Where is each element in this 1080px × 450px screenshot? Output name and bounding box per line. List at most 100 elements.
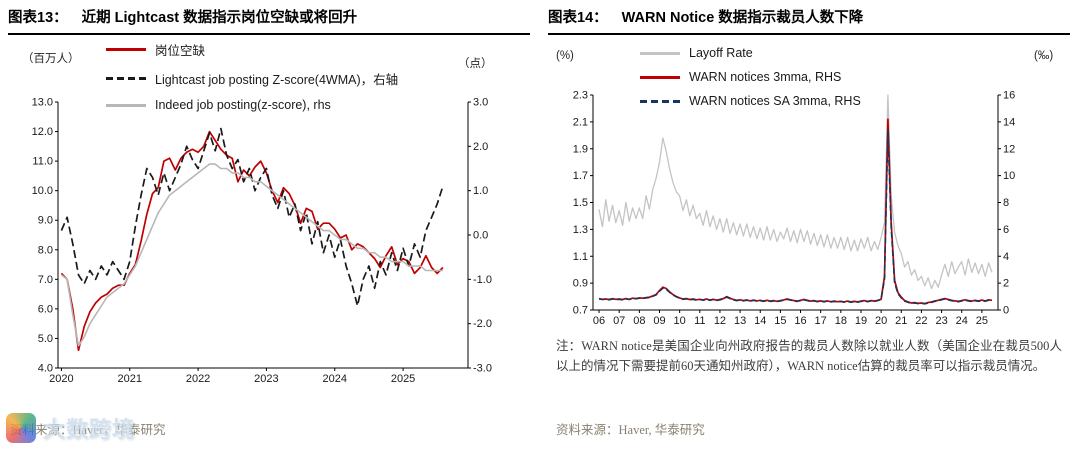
figure-14-chart: 0.70.91.11.31.51.71.92.12.30246810121416… [573,90,1016,328]
left-tick-label: 5.0 [38,333,53,345]
series-line-0 [598,94,993,290]
left-tick-label: 8.0 [38,244,53,256]
left-tick-label: 12.0 [32,126,53,138]
left-tick-label: 9.0 [38,215,53,227]
x-tick-label: 2021 [118,373,142,385]
figure-13-title: 近期 Lightcast 数据指示岗位空缺或将回升 [81,10,358,26]
figure-13-chart: 4.0 5.0 6.0 7.0 8.0 9.0 10.0 11.0 12.0 13.0 -3.0 -2… [32,97,492,386]
left-axis-unit-14: (%) [556,50,574,62]
gray-line-swatch-icon [106,103,146,107]
x-tick-label: 16 [794,315,806,327]
figure-13-header: 图表13： 近期 Lightcast 数据指示岗位空缺或将回升 [8,6,530,35]
navy-dashed-line-swatch-icon [640,99,680,103]
gray-line-swatch-icon [640,51,680,55]
right-tick-label: 3.0 [473,97,488,109]
left-tick-label: 2.3 [573,90,588,102]
series-line-2 [598,129,993,305]
figure-14-title: WARN Notice 数据指示裁员人数下降 [621,10,864,26]
x-tick-label: 21 [895,315,907,327]
series-line-2 [60,163,443,347]
left-tick-label: 0.9 [573,278,588,290]
x-tick-label: 18 [835,315,847,327]
black-dashed-line-swatch-icon [106,77,146,80]
left-tick-label: 6.0 [38,303,53,315]
left-tick-label: 10.0 [32,185,53,197]
right-tick-label: 0 [1003,305,1009,317]
legend-item-lightcast-zscore: Lightcast job posting Z-score(4WMA)，右轴 [106,69,398,88]
legend-label-indeed-zscore: Indeed job posting(z-score), rhs [155,98,331,112]
left-tick-label: 1.1 [573,251,588,263]
right-tick-label: 0.0 [473,230,488,242]
right-tick-label: -1.0 [473,274,492,286]
x-tick-label: 2025 [391,373,415,385]
legend-label-layoff-rate: Layoff Rate [689,46,753,60]
series-line-1 [598,118,993,305]
figure-13-panel: 图表13： 近期 Lightcast 数据指示岗位空缺或将回升 岗位空缺 Ligh… [8,6,530,437]
right-tick-label: 14 [1003,116,1015,128]
watermark: 大数跨境 [6,412,135,444]
legend-item-warn-sa-3mma: WARN notices SA 3mma, RHS [640,94,861,108]
series-line-0 [60,130,444,352]
x-tick-label: 17 [815,315,827,327]
right-tick-label: 8 [1003,197,1009,209]
right-axis-unit-14: (‰) [1034,50,1054,62]
legend-item-job-openings: 岗位空缺 [106,40,398,59]
x-tick-label: 09 [653,315,665,327]
x-tick-label: 2020 [49,373,73,385]
red-line-swatch-icon [106,48,146,51]
x-tick-label: 11 [694,315,705,327]
figure-14-label: 图表14： [548,10,608,26]
legend-item-layoff-rate: Layoff Rate [640,46,861,60]
figure-14-legend: Layoff Rate WARN notices 3mma, RHS WARN … [640,46,861,108]
left-tick-label: 1.5 [573,197,588,209]
left-tick-label: 1.7 [573,170,588,182]
right-tick-label: 1.0 [473,185,488,197]
x-tick-label: 07 [613,315,625,327]
left-tick-label: 1.3 [573,224,588,236]
right-tick-label: 2.0 [473,141,488,153]
right-axis-unit-13: （点） [458,58,493,70]
right-tick-label: 6 [1003,224,1009,236]
legend-label-lightcast-zscore: Lightcast job posting Z-score(4WMA)，右轴 [155,73,399,87]
right-tick-label: 12 [1003,143,1015,155]
x-tick-label: 2024 [323,373,347,385]
right-tick-label: 16 [1003,90,1015,102]
figure-14-panel: 图表14： WARN Notice 数据指示裁员人数下降 Layoff Rate … [540,0,1080,450]
legend-label-warn-3mma: WARN notices 3mma, RHS [689,70,842,84]
left-tick-label: 7.0 [38,274,53,286]
right-tick-label: 2 [1003,278,1009,290]
x-tick-label: 13 [734,315,746,327]
figure-14-source: 资料来源：Haver, 华泰研究 [556,423,705,437]
right-tick-label: -3.0 [473,363,492,375]
red-line-swatch-icon [640,75,680,79]
legend-item-warn-3mma: WARN notices 3mma, RHS [640,70,861,84]
x-tick-label: 10 [674,315,686,327]
x-tick-label: 06 [593,315,605,327]
x-tick-label: 20 [875,315,887,327]
left-tick-label: 1.9 [573,143,588,155]
figure-14-note: 注：WARN notice是美国企业向州政府报告的裁员人数除以就业人数（美国企业… [556,339,1062,373]
legend-item-indeed-zscore: Indeed job posting(z-score), rhs [106,98,398,112]
x-tick-label: 24 [956,315,968,327]
watermark-logo-icon [6,413,36,443]
figure-13-label: 图表13： [8,10,68,26]
left-tick-label: 13.0 [32,97,53,109]
legend-label-job-openings: 岗位空缺 [155,44,206,58]
left-tick-label: 0.7 [573,305,588,317]
left-tick-label: 4.0 [38,363,53,375]
x-tick-label: 2023 [254,373,278,385]
x-tick-label: 14 [754,315,766,327]
x-tick-label: 08 [633,315,645,327]
left-axis-unit-13: （百万人） [22,53,80,65]
x-tick-label: 2022 [186,373,210,385]
right-tick-label: 4 [1003,251,1009,263]
x-tick-label: 15 [774,315,786,327]
series-line-1 [60,127,444,307]
figure-14-header: 图表14： WARN Notice 数据指示裁员人数下降 [548,6,1070,35]
figure-13-legend: 岗位空缺 Lightcast job posting Z-score(4WMA)… [106,40,398,112]
x-tick-label: 12 [714,315,726,327]
left-tick-label: 11.0 [32,156,53,168]
watermark-text: 大数跨境 [43,417,136,442]
legend-label-warn-sa-3mma: WARN notices SA 3mma, RHS [689,94,861,108]
